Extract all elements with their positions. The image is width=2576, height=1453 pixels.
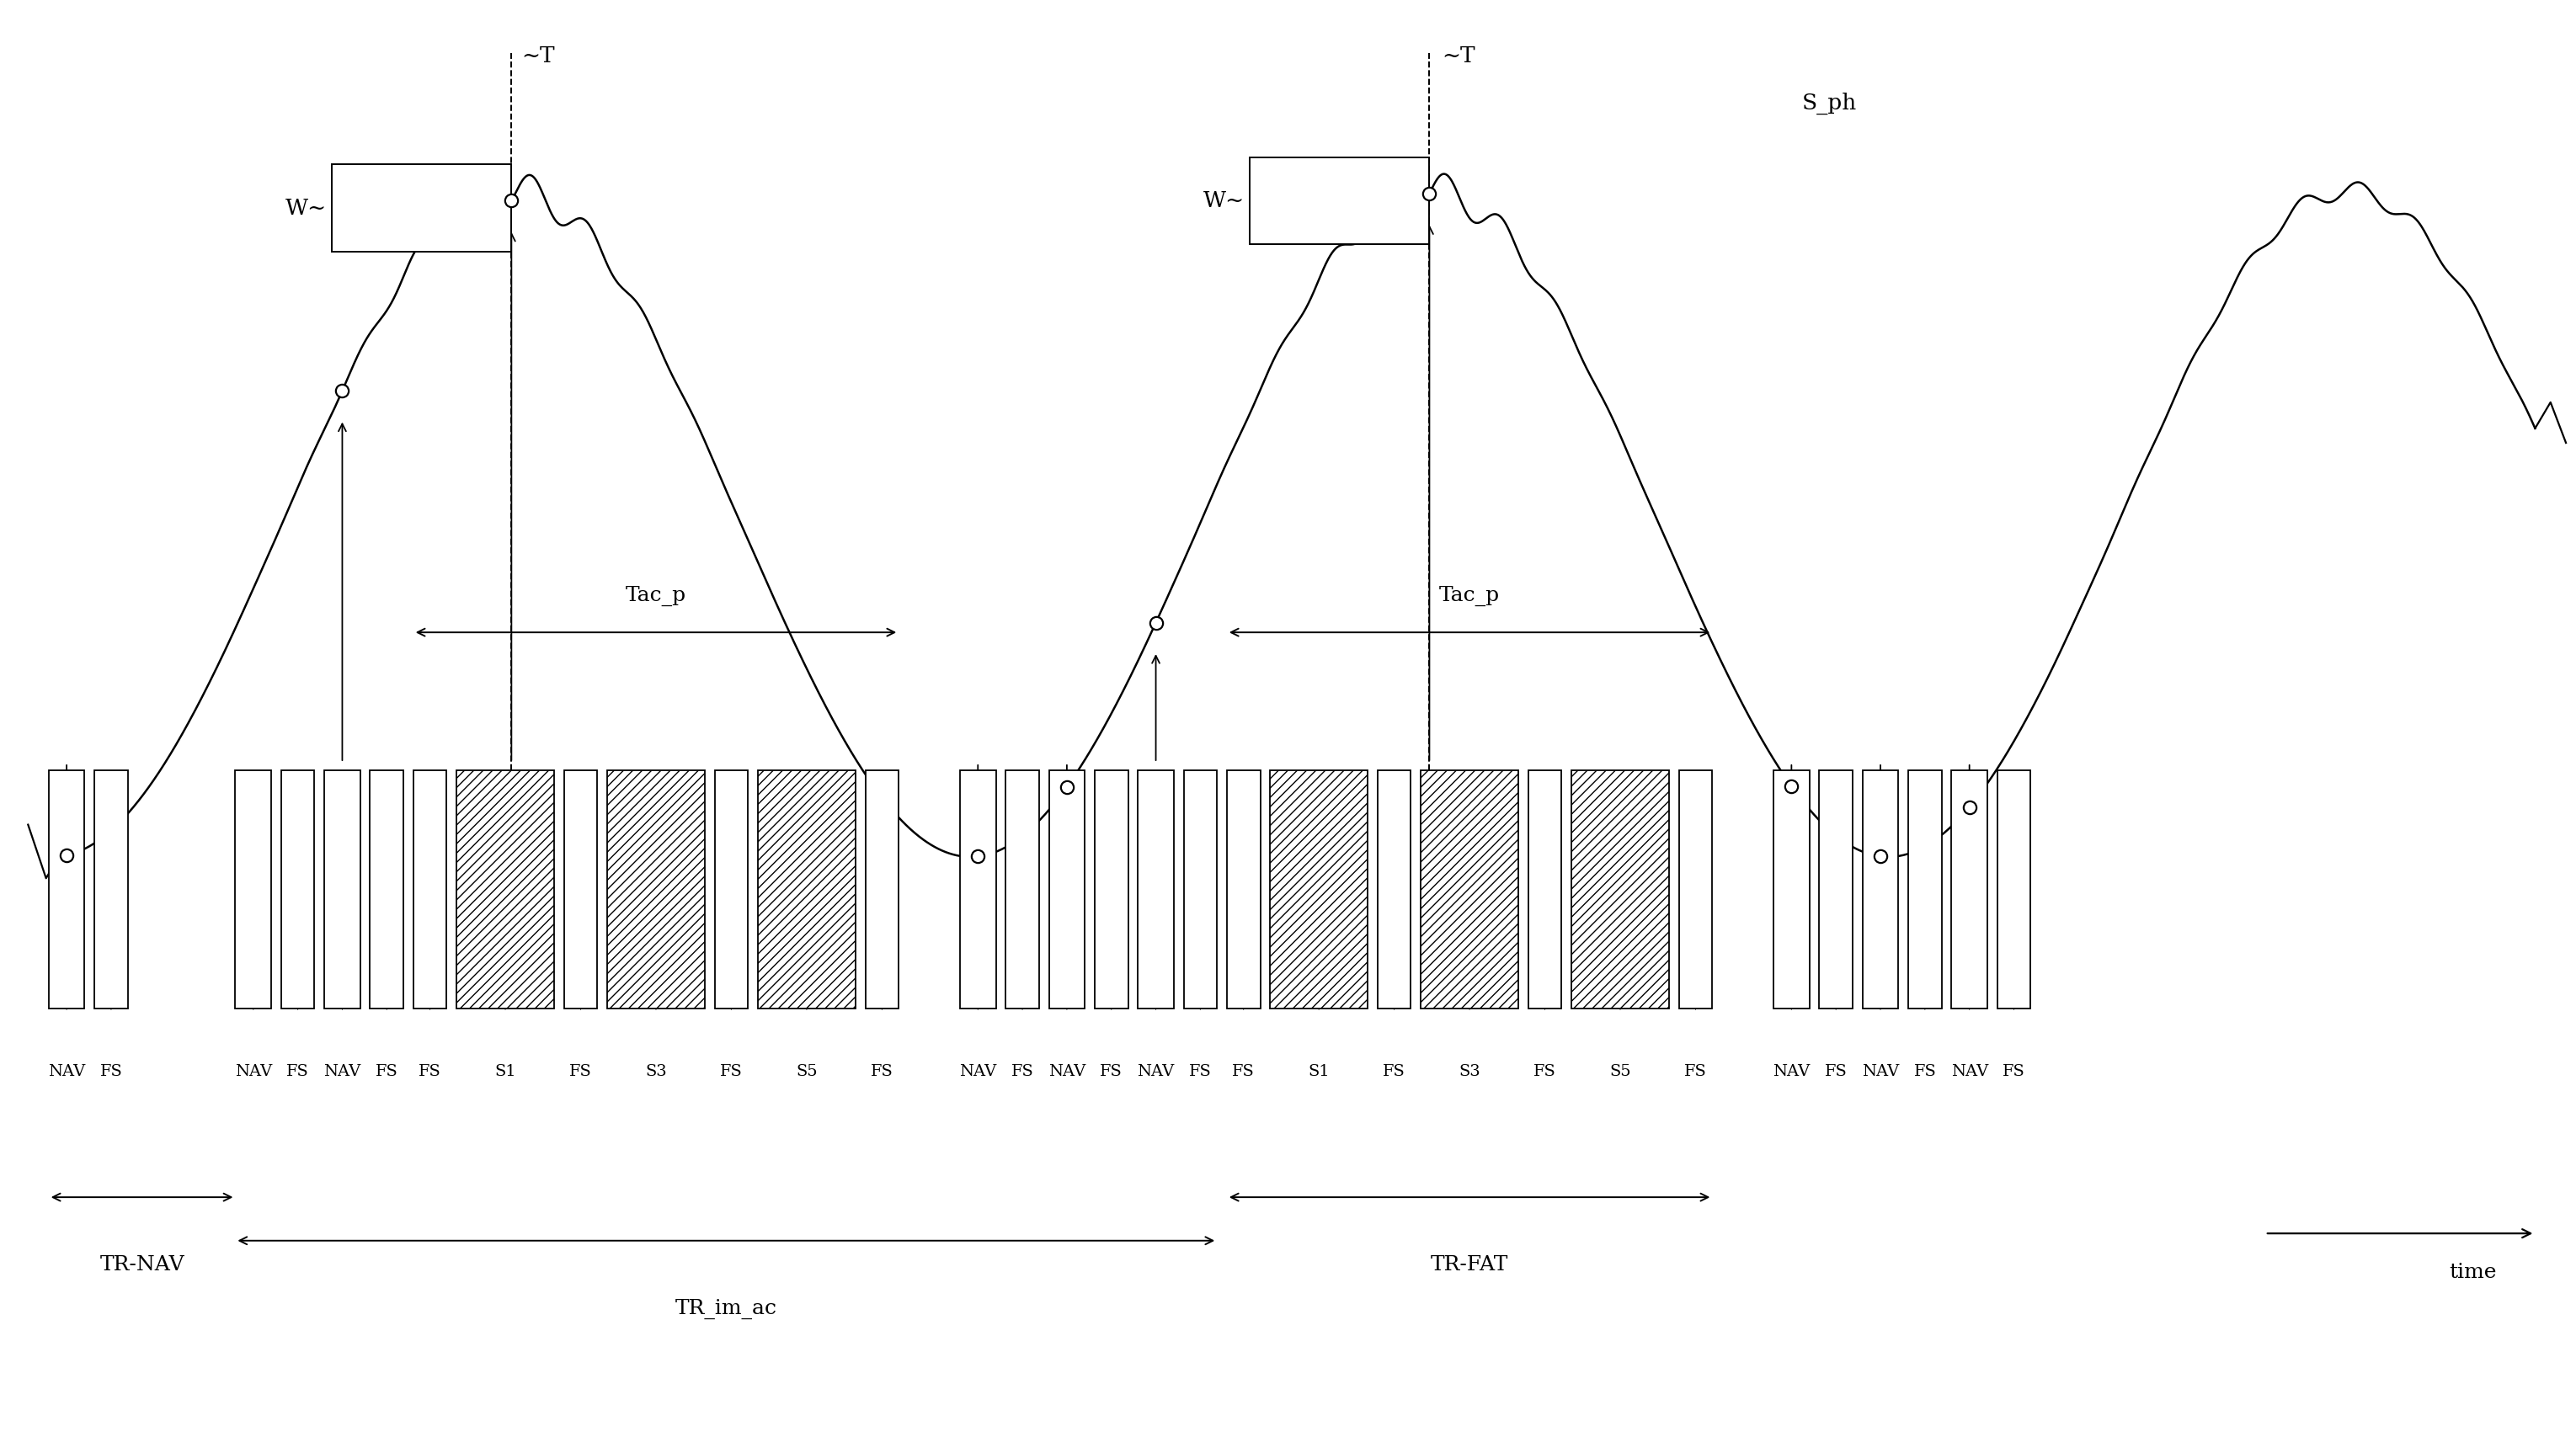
- Bar: [49, 770, 85, 1008]
- Text: NAV: NAV: [1136, 1064, 1175, 1080]
- Bar: [1680, 770, 1713, 1008]
- Text: NAV: NAV: [325, 1064, 361, 1080]
- Text: Tac_p: Tac_p: [1440, 586, 1499, 606]
- Bar: [234, 770, 270, 1008]
- Text: ~T: ~T: [523, 46, 554, 67]
- Text: NAV: NAV: [1950, 1064, 1989, 1080]
- Text: FS: FS: [1231, 1064, 1255, 1080]
- Text: TR-NAV: TR-NAV: [100, 1255, 185, 1274]
- Bar: [1422, 770, 1517, 1008]
- Bar: [757, 770, 855, 1008]
- Bar: [1378, 770, 1412, 1008]
- Bar: [371, 770, 404, 1008]
- Text: Tac_p: Tac_p: [626, 586, 685, 606]
- Text: FS: FS: [1533, 1064, 1556, 1080]
- Text: NAV: NAV: [234, 1064, 273, 1080]
- Text: S5: S5: [796, 1064, 817, 1080]
- Bar: [412, 770, 446, 1008]
- Bar: [1139, 770, 1175, 1008]
- Bar: [1953, 770, 1989, 1008]
- Bar: [281, 770, 314, 1008]
- Bar: [1819, 770, 1852, 1008]
- Text: FS: FS: [1914, 1064, 1937, 1080]
- Bar: [1909, 770, 1942, 1008]
- Bar: [1095, 770, 1128, 1008]
- Text: FS: FS: [1824, 1064, 1847, 1080]
- Bar: [1996, 770, 2030, 1008]
- Bar: [1862, 770, 1899, 1008]
- Text: S1: S1: [1309, 1064, 1329, 1080]
- Bar: [1270, 770, 1368, 1008]
- Bar: [1249, 157, 1430, 244]
- Bar: [456, 770, 554, 1008]
- Text: FS: FS: [420, 1064, 440, 1080]
- Bar: [325, 770, 361, 1008]
- Bar: [1005, 770, 1038, 1008]
- Text: FS: FS: [286, 1064, 309, 1080]
- Bar: [564, 770, 598, 1008]
- Text: NAV: NAV: [958, 1064, 997, 1080]
- Text: W~: W~: [1203, 190, 1244, 211]
- Text: FS: FS: [100, 1064, 124, 1080]
- Text: FS: FS: [1012, 1064, 1033, 1080]
- Text: FS: FS: [2002, 1064, 2025, 1080]
- Text: FS: FS: [1100, 1064, 1123, 1080]
- Text: FS: FS: [1685, 1064, 1708, 1080]
- Text: NAV: NAV: [49, 1064, 85, 1080]
- Bar: [608, 770, 706, 1008]
- Text: S3: S3: [1458, 1064, 1481, 1080]
- Bar: [961, 770, 997, 1008]
- Text: FS: FS: [721, 1064, 742, 1080]
- Bar: [95, 770, 129, 1008]
- Text: FS: FS: [1383, 1064, 1406, 1080]
- Text: time: time: [2450, 1263, 2496, 1282]
- Bar: [1226, 770, 1260, 1008]
- Text: FS: FS: [871, 1064, 894, 1080]
- Text: FS: FS: [376, 1064, 399, 1080]
- Bar: [1182, 770, 1216, 1008]
- Text: W~: W~: [286, 198, 327, 218]
- Bar: [332, 164, 513, 251]
- Bar: [714, 770, 747, 1008]
- Text: NAV: NAV: [1862, 1064, 1899, 1080]
- Text: S_ph: S_ph: [1803, 92, 1857, 115]
- Text: FS: FS: [569, 1064, 592, 1080]
- Text: S5: S5: [1610, 1064, 1631, 1080]
- Text: ~T: ~T: [1443, 46, 1476, 67]
- Text: FS: FS: [1190, 1064, 1211, 1080]
- Bar: [1772, 770, 1808, 1008]
- Text: S3: S3: [644, 1064, 667, 1080]
- Bar: [1528, 770, 1561, 1008]
- Text: NAV: NAV: [1048, 1064, 1084, 1080]
- Bar: [1571, 770, 1669, 1008]
- Text: TR-FAT: TR-FAT: [1430, 1255, 1510, 1274]
- Text: TR_im_ac: TR_im_ac: [675, 1299, 778, 1319]
- Bar: [866, 770, 899, 1008]
- Text: S1: S1: [495, 1064, 515, 1080]
- Text: NAV: NAV: [1772, 1064, 1811, 1080]
- Bar: [1048, 770, 1084, 1008]
